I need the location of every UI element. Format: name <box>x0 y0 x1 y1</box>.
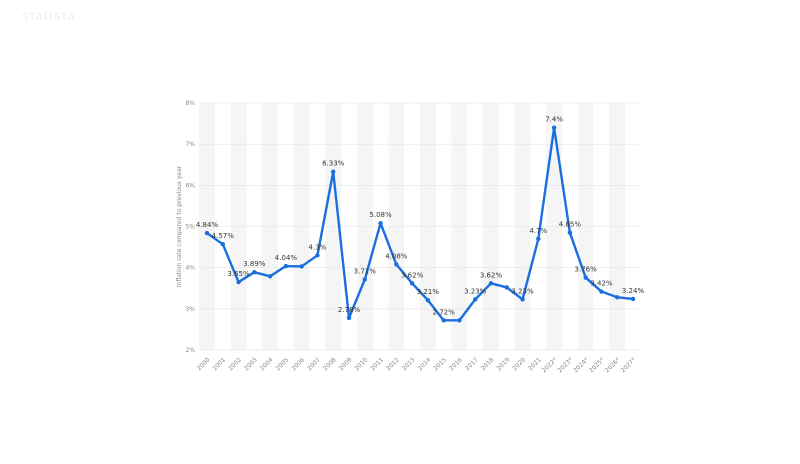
data-point <box>378 221 383 226</box>
series-polyline <box>206 126 634 322</box>
x-tick-label: 2000 <box>196 356 212 372</box>
data-label: 4.08% <box>385 252 408 260</box>
data-label: 3.21% <box>417 288 440 296</box>
data-label: 4.57% <box>212 232 235 240</box>
data-point <box>599 289 604 294</box>
x-tick-label: 2020 <box>511 356 527 372</box>
data-point <box>283 263 289 269</box>
x-tick-label: 2008 <box>322 356 338 372</box>
data-point <box>331 169 336 174</box>
data-point <box>299 264 304 269</box>
data-label: 4.7% <box>529 227 547 235</box>
data-labels: 4.84% 4.57% 3.65% 3.89% 4.04% 4.3% 6.33% 2.78% 3… <box>196 116 645 317</box>
data-point <box>583 275 588 280</box>
data-point <box>441 318 446 323</box>
y-tick-label: 6% <box>185 182 195 189</box>
data-label: 3.23% <box>464 287 487 295</box>
data-label: 4.84% <box>196 221 219 229</box>
x-tick-label: 2012 <box>385 356 401 372</box>
y-tick-label: 4% <box>185 265 195 272</box>
data-label: 4.3% <box>309 243 327 251</box>
y-tick-label: 8% <box>185 100 195 107</box>
data-point <box>457 318 462 323</box>
x-tick-label: 2013 <box>401 356 417 372</box>
x-axis: 2000 2001 2002 2003 2004 2005 2006 2007 2008 2009… <box>196 356 638 374</box>
x-tick-label: 2011 <box>369 356 385 372</box>
data-point <box>204 230 210 236</box>
x-tick-label: 2019 <box>495 356 511 372</box>
data-point <box>615 295 620 300</box>
y-axis-label: Inflation rate compared to previous year <box>176 165 183 287</box>
data-label: 3.42% <box>590 280 613 288</box>
x-tick-label: 2017 <box>464 356 480 372</box>
x-tick-label: 2026* <box>604 356 622 374</box>
data-point <box>236 279 241 285</box>
x-tick-label: 2006 <box>290 356 306 372</box>
data-point <box>315 253 320 258</box>
x-tick-label: 2007 <box>306 356 322 372</box>
x-tick-label: 2005 <box>275 356 291 372</box>
data-point <box>346 315 352 321</box>
data-label: 4.85% <box>559 221 582 229</box>
data-label: 3.24% <box>622 287 645 295</box>
data-label: 2.72% <box>433 308 456 316</box>
data-label: 3.65% <box>227 270 250 278</box>
grid-lines <box>199 102 639 351</box>
y-tick-label: 5% <box>185 224 195 231</box>
data-point <box>409 281 415 286</box>
x-tick-label: 2014 <box>417 356 433 372</box>
statista-watermark: statista <box>22 8 76 23</box>
data-label: 3.62% <box>480 271 503 279</box>
data-point <box>473 297 478 302</box>
data-point <box>551 125 557 130</box>
x-tick-label: 2010 <box>353 356 369 372</box>
x-tick-label: 2001 <box>211 356 227 372</box>
x-tick-label: 2024* <box>572 356 590 374</box>
data-label: 2.78% <box>338 306 361 314</box>
series-line <box>204 125 636 323</box>
data-label: 3.71% <box>354 268 377 276</box>
data-point <box>425 297 431 303</box>
x-tick-label: 2009 <box>338 356 354 372</box>
x-tick-label: 2003 <box>243 356 259 372</box>
x-tick-label: 2015 <box>432 356 448 372</box>
data-point <box>267 274 273 279</box>
data-label: 6.33% <box>322 160 345 168</box>
x-tick-label: 2002 <box>227 356 243 372</box>
x-tick-label: 2016 <box>448 356 464 372</box>
data-label: 7.4% <box>545 116 563 124</box>
data-point <box>252 269 257 275</box>
x-tick-label: 2018 <box>480 356 496 372</box>
data-point <box>362 277 367 282</box>
data-point <box>504 285 509 290</box>
data-point <box>536 236 541 242</box>
x-tick-label: 2004 <box>259 356 275 372</box>
data-point <box>220 242 225 247</box>
data-label: 3.23% <box>511 287 534 295</box>
x-tick-label: 2023* <box>556 356 574 374</box>
data-label: 3.89% <box>243 260 266 268</box>
y-tick-label: 3% <box>185 306 195 313</box>
y-tick-label: 2% <box>185 347 195 354</box>
y-axis: 2% 3% 4% 5% 6% 7% 8% <box>185 100 195 354</box>
data-label: 3.76% <box>575 266 598 274</box>
data-label: 3.62% <box>401 271 424 279</box>
y-tick-label: 7% <box>185 141 195 148</box>
data-label: 5.08% <box>369 211 392 219</box>
data-point <box>630 296 636 302</box>
data-point <box>567 230 573 235</box>
x-tick-label: 2022* <box>541 356 559 374</box>
data-label: 4.04% <box>275 254 298 262</box>
data-point <box>520 297 525 302</box>
x-tick-label: 2027* <box>620 356 638 374</box>
data-point <box>394 262 399 267</box>
x-tick-label: 2025* <box>588 356 606 374</box>
data-point <box>488 281 494 286</box>
